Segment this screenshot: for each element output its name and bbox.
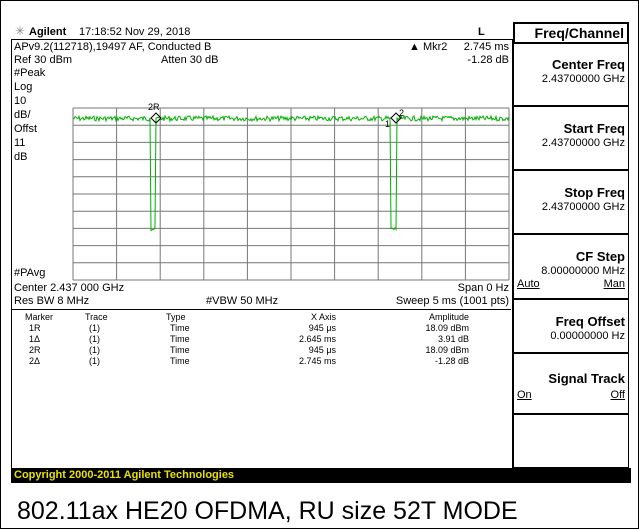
table-cell: 18.09 dBm xyxy=(425,345,469,355)
marker-amp: -1.28 dB xyxy=(467,54,509,66)
column-header: Trace xyxy=(85,312,108,322)
setup: APv9.2(112718),19497 AF, Conducted B xyxy=(14,41,212,53)
softkey-blank xyxy=(513,414,629,468)
softkey[interactable]: Center Freq 2.43700000 GHz xyxy=(513,42,629,106)
marker-tag: 1 xyxy=(385,119,391,129)
table-cell: (1) xyxy=(89,356,100,366)
column-header: Type xyxy=(166,312,186,322)
scale-label: 11 xyxy=(14,137,26,149)
softkey-value: 2.43700000 GHz xyxy=(541,73,625,85)
softkey-option: Man xyxy=(603,278,625,290)
vbw: #VBW 50 MHz xyxy=(206,295,279,307)
softkey-option: Off xyxy=(610,389,625,401)
graticule xyxy=(72,107,510,281)
detector: #Peak xyxy=(14,67,46,79)
copyright-bar: Copyright 2000-2011 Agilent Technologies xyxy=(11,468,631,483)
marker-x: 2.745 ms xyxy=(463,41,509,53)
grid xyxy=(72,107,510,281)
softkey[interactable]: Freq Offset 0.00000000 Hz xyxy=(513,299,629,353)
brand: Agilent xyxy=(29,26,67,38)
softkey-label: CF Step xyxy=(575,249,625,264)
scale-label: Offst xyxy=(14,123,38,135)
table-cell: (1) xyxy=(89,345,100,355)
marker-tag: 2R xyxy=(148,102,160,112)
copyright: Copyright 2000-2011 Agilent Technologies xyxy=(14,469,235,481)
scale-label: dB xyxy=(14,151,28,163)
marker-diamonds xyxy=(150,112,402,124)
sweep: Sweep 5 ms (1001 pts) xyxy=(395,295,509,307)
table-cell: (1) xyxy=(89,334,100,344)
table-cell: (1) xyxy=(89,323,100,333)
timestamp: 17:18:52 Nov 29, 2018 xyxy=(79,26,191,38)
softkey-value: 0.00000000 Hz xyxy=(550,330,625,342)
softkey-value: 2.43700000 GHz xyxy=(541,137,625,149)
scale-label: Log xyxy=(14,81,33,93)
mode-flag: L xyxy=(478,26,485,38)
softkey[interactable]: Start Freq 2.43700000 GHz xyxy=(513,106,629,170)
table-cell: 1Δ xyxy=(29,334,41,344)
softkey-value: 8.00000000 MHz xyxy=(541,265,625,277)
trace xyxy=(72,114,510,232)
table-cell: 18.09 dBm xyxy=(425,323,469,333)
rbw: Res BW 8 MHz xyxy=(14,295,90,307)
table-cell: Time xyxy=(170,356,190,366)
table-cell: -1.28 dB xyxy=(434,356,469,366)
center: Center 2.437 000 GHz xyxy=(14,282,125,294)
softkey[interactable]: CF Step 8.00000000 MHz Auto Man xyxy=(513,234,629,299)
divider xyxy=(11,309,511,310)
span: Span 0 Hz xyxy=(457,282,509,294)
softkey[interactable]: Stop Freq 2.43700000 GHz xyxy=(513,170,629,234)
table-cell: 945 μs xyxy=(308,345,336,355)
table-cell: 3.91 dB xyxy=(437,334,469,344)
table-cell: 2R xyxy=(29,345,41,355)
softkey-label: Freq Offset xyxy=(555,314,625,329)
atten: Atten 30 dB xyxy=(161,54,219,66)
table-cell: Time xyxy=(170,345,190,355)
caption: 802.11ax HE20 OFDMA, RU size 52T MODE xyxy=(17,497,518,525)
softkey[interactable]: Signal Track On Off xyxy=(513,353,629,414)
icon: ✳ xyxy=(15,24,26,38)
table-cell: 1R xyxy=(29,323,41,333)
softkey-option: Auto xyxy=(517,278,540,290)
table-cell: 2.745 ms xyxy=(298,356,336,366)
table-cell: 945 μs xyxy=(308,323,336,333)
softkey-value: 2.43700000 GHz xyxy=(541,201,625,213)
column-header: Amplitude xyxy=(428,312,469,322)
softkey-label: Signal Track xyxy=(548,371,625,386)
table-cell: 2Δ xyxy=(29,356,41,366)
ref-level: Ref 30 dBm xyxy=(14,54,73,66)
scale-label: dB/ xyxy=(14,109,31,121)
table-cell: 2.645 ms xyxy=(298,334,336,344)
table-cell: Time xyxy=(170,334,190,344)
column-header: Marker xyxy=(25,312,54,322)
softkey-label: Stop Freq xyxy=(564,185,625,200)
softkey-label: Center Freq xyxy=(552,57,625,72)
menu-title: Freq/Channel xyxy=(534,25,624,41)
table-cell: Time xyxy=(170,323,190,333)
softkey-label: Start Freq xyxy=(563,121,625,136)
marker-label: ▲ Mkr2 xyxy=(409,41,448,53)
menu-title-box: Freq/Channel xyxy=(513,22,629,44)
marker-tag: 2 xyxy=(399,108,405,118)
softkey-option: On xyxy=(517,389,532,401)
column-header: X Axis xyxy=(310,312,336,322)
scale-label: 10 xyxy=(14,95,27,107)
avg: #PAvg xyxy=(14,267,46,279)
